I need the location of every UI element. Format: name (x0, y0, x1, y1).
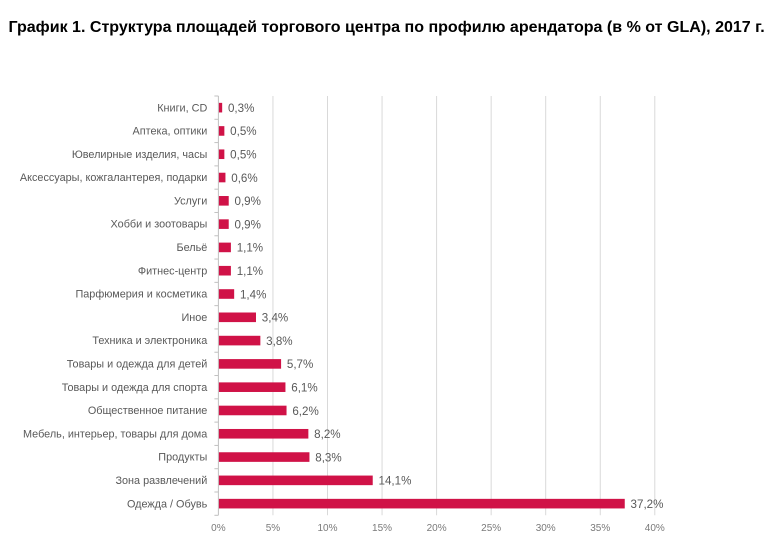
svg-text:0,6%: 0,6% (231, 172, 257, 185)
svg-text:10%: 10% (317, 523, 337, 534)
svg-text:15%: 15% (372, 523, 392, 534)
svg-text:Аптека, оптики: Аптека, оптики (133, 126, 208, 138)
svg-text:Товары и одежда для детей: Товары и одежда для детей (67, 358, 208, 370)
svg-text:35%: 35% (590, 523, 610, 534)
svg-text:0%: 0% (211, 523, 226, 534)
svg-text:0,3%: 0,3% (228, 102, 254, 115)
svg-text:20%: 20% (427, 523, 447, 534)
svg-text:Техника и электроника: Техника и электроника (92, 335, 208, 347)
svg-text:Товары и одежда для спорта: Товары и одежда для спорта (62, 382, 209, 394)
svg-text:Аксессуары, кожгалантерея, под: Аксессуары, кожгалантерея, подарки (20, 172, 207, 184)
svg-text:Общественное питание: Общественное питание (88, 405, 207, 417)
svg-text:0,9%: 0,9% (235, 195, 261, 208)
svg-text:Хобби и зоотовары: Хобби и зоотовары (111, 219, 208, 231)
svg-text:40%: 40% (645, 523, 665, 534)
svg-text:14,1%: 14,1% (379, 475, 412, 488)
svg-text:0,9%: 0,9% (235, 218, 261, 231)
svg-text:6,1%: 6,1% (291, 381, 317, 394)
svg-text:Иное: Иное (181, 312, 207, 324)
svg-text:Услуги: Услуги (174, 195, 207, 207)
svg-text:8,3%: 8,3% (315, 451, 341, 464)
svg-text:6,2%: 6,2% (292, 405, 318, 418)
svg-text:30%: 30% (536, 523, 556, 534)
svg-text:1,1%: 1,1% (237, 242, 263, 255)
svg-text:Бельё: Бельё (177, 242, 208, 254)
svg-text:0,5%: 0,5% (230, 125, 256, 138)
svg-text:3,8%: 3,8% (266, 335, 292, 348)
svg-text:5,7%: 5,7% (287, 358, 313, 371)
svg-text:График 1. Структура площадей т: График 1. Структура площадей торгового ц… (9, 18, 765, 36)
svg-text:Зона развлечений: Зона развлечений (115, 475, 207, 487)
svg-text:0,5%: 0,5% (230, 149, 256, 162)
svg-text:37,2%: 37,2% (631, 498, 664, 511)
svg-text:Книги, CD: Книги, CD (157, 102, 207, 114)
svg-text:1,4%: 1,4% (240, 288, 266, 301)
svg-text:8,2%: 8,2% (314, 428, 340, 441)
svg-text:Мебель, интерьер, товары для д: Мебель, интерьер, товары для дома (23, 428, 208, 440)
svg-text:25%: 25% (481, 523, 501, 534)
svg-text:Одежда / Обувь: Одежда / Обувь (127, 498, 208, 510)
svg-text:1,1%: 1,1% (237, 265, 263, 278)
svg-text:5%: 5% (266, 523, 281, 534)
svg-text:Парфюмерия и косметика: Парфюмерия и косметика (75, 289, 208, 301)
svg-text:3,4%: 3,4% (262, 312, 288, 325)
svg-text:Фитнес-центр: Фитнес-центр (138, 265, 207, 277)
svg-text:Продукты: Продукты (158, 452, 207, 464)
svg-text:Ювелирные изделия, часы: Ювелирные изделия, часы (72, 149, 208, 161)
